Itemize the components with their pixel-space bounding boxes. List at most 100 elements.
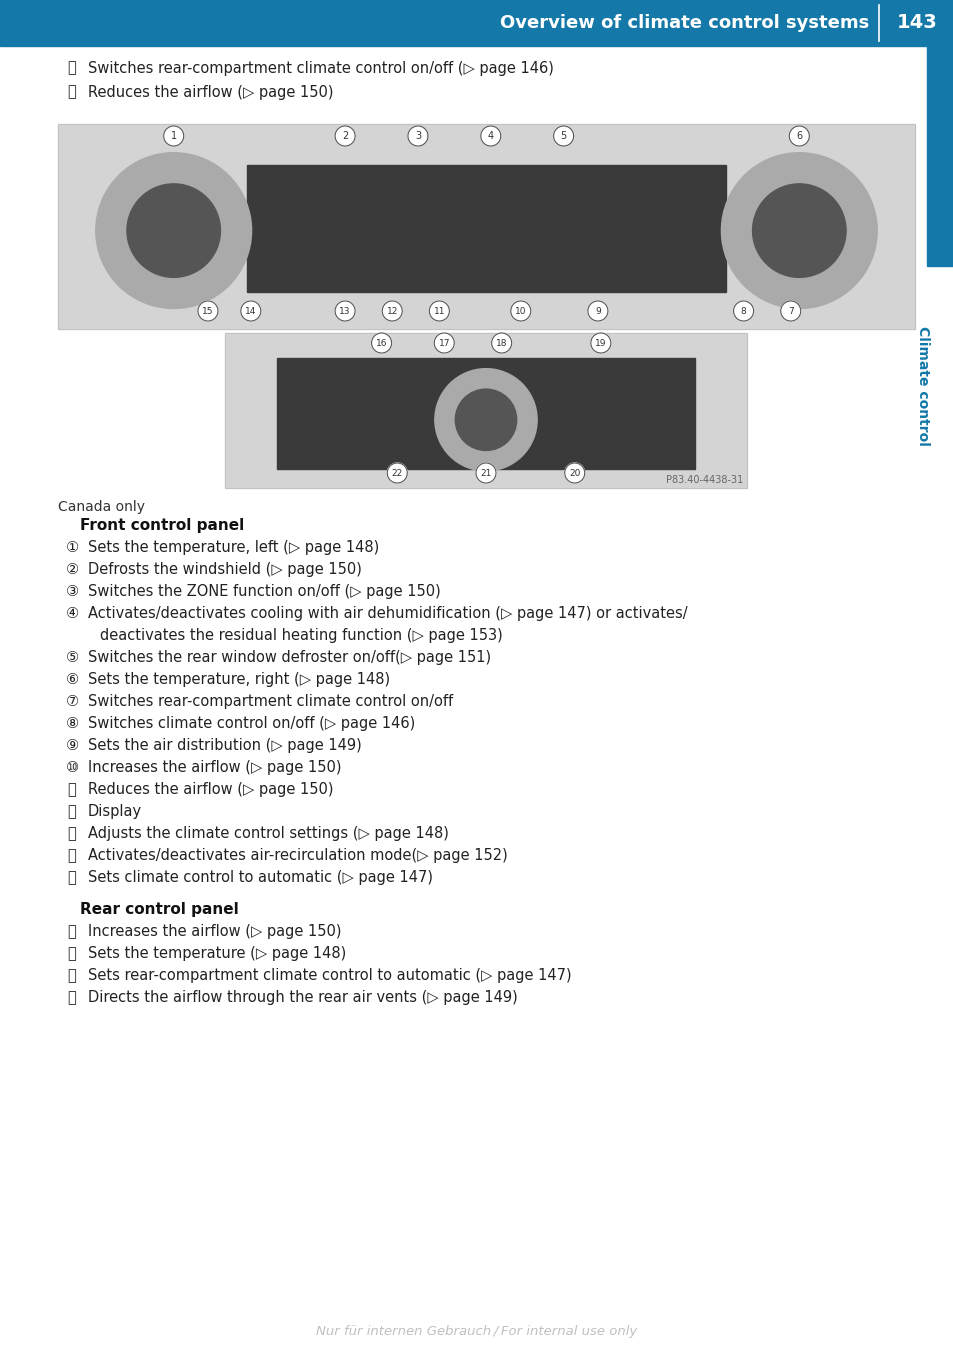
Text: 11: 11 xyxy=(434,306,445,315)
Text: Overview of climate control systems: Overview of climate control systems xyxy=(499,14,868,32)
Text: Increases the airflow (▷ page 150): Increases the airflow (▷ page 150) xyxy=(88,923,341,940)
Circle shape xyxy=(434,333,454,353)
Text: Sets rear-compartment climate control to automatic (▷ page 147): Sets rear-compartment climate control to… xyxy=(88,968,571,983)
Text: deactivates the residual heating function (▷ page 153): deactivates the residual heating functio… xyxy=(100,628,502,643)
Text: ⑲: ⑲ xyxy=(68,990,76,1005)
Text: 18: 18 xyxy=(496,338,507,348)
Text: Front control panel: Front control panel xyxy=(80,519,244,533)
Circle shape xyxy=(387,463,407,483)
Circle shape xyxy=(476,463,496,483)
Text: 4: 4 xyxy=(487,131,494,141)
Text: ⑭: ⑭ xyxy=(68,848,76,862)
Text: 2: 2 xyxy=(341,131,348,141)
Text: 20: 20 xyxy=(568,468,579,478)
Text: ⑤: ⑤ xyxy=(66,650,78,665)
Circle shape xyxy=(240,301,260,321)
Circle shape xyxy=(408,126,428,146)
Text: 8: 8 xyxy=(740,306,745,315)
Circle shape xyxy=(372,333,391,353)
Text: Nur für internen Gebrauch / For internal use only: Nur für internen Gebrauch / For internal… xyxy=(316,1326,637,1339)
Text: ⑧: ⑧ xyxy=(66,716,78,731)
Text: 6: 6 xyxy=(796,131,801,141)
Text: 143: 143 xyxy=(896,14,937,32)
Text: 14: 14 xyxy=(245,306,256,315)
Text: 19: 19 xyxy=(595,338,606,348)
Circle shape xyxy=(780,301,800,321)
Text: ⑥: ⑥ xyxy=(66,672,78,686)
Text: ⑬: ⑬ xyxy=(68,826,76,841)
Circle shape xyxy=(95,153,252,309)
Text: ⑱: ⑱ xyxy=(68,968,76,983)
Text: Switches climate control on/off (▷ page 146): Switches climate control on/off (▷ page … xyxy=(88,716,415,731)
Text: ⑪: ⑪ xyxy=(68,783,76,798)
Text: Switches the ZONE function on/off (▷ page 150): Switches the ZONE function on/off (▷ pag… xyxy=(88,584,440,598)
Text: Reduces the airflow (▷ page 150): Reduces the airflow (▷ page 150) xyxy=(88,84,334,99)
Circle shape xyxy=(733,301,753,321)
Text: 9: 9 xyxy=(595,306,600,315)
Text: Adjusts the climate control settings (▷ page 148): Adjusts the climate control settings (▷ … xyxy=(88,826,449,841)
Text: Directs the airflow through the rear air vents (▷ page 149): Directs the airflow through the rear air… xyxy=(88,990,517,1005)
Bar xyxy=(225,333,746,487)
Text: Switches rear-compartment climate control on/off: Switches rear-compartment climate contro… xyxy=(88,695,453,709)
Text: Switches the rear window defroster on/off(▷ page 151): Switches the rear window defroster on/of… xyxy=(88,650,491,665)
Text: 15: 15 xyxy=(202,306,213,315)
Text: ⑯: ⑯ xyxy=(68,923,76,940)
Bar xyxy=(58,125,914,329)
Text: ⑮: ⑮ xyxy=(68,871,76,886)
Text: Activates/deactivates cooling with air dehumidification (▷ page 147) or activate: Activates/deactivates cooling with air d… xyxy=(88,607,687,621)
Bar xyxy=(225,333,746,487)
Text: ⑫: ⑫ xyxy=(68,804,76,819)
Text: ④: ④ xyxy=(66,607,78,621)
Text: 12: 12 xyxy=(386,306,397,315)
Circle shape xyxy=(429,301,449,321)
Bar xyxy=(277,357,694,470)
Text: 7: 7 xyxy=(787,306,793,315)
Text: Sets the temperature (▷ page 148): Sets the temperature (▷ page 148) xyxy=(88,946,346,961)
Text: Sets the air distribution (▷ page 149): Sets the air distribution (▷ page 149) xyxy=(88,738,361,753)
Text: 5: 5 xyxy=(560,131,566,141)
Circle shape xyxy=(788,126,808,146)
Text: Climate control: Climate control xyxy=(915,326,929,445)
Text: Canada only: Canada only xyxy=(58,500,145,515)
Text: 3: 3 xyxy=(415,131,420,141)
Text: ⑨: ⑨ xyxy=(66,738,78,753)
Text: Defrosts the windshield (▷ page 150): Defrosts the windshield (▷ page 150) xyxy=(88,562,361,577)
Text: Sets climate control to automatic (▷ page 147): Sets climate control to automatic (▷ pag… xyxy=(88,871,433,886)
Circle shape xyxy=(198,301,217,321)
Text: ⑵: ⑵ xyxy=(68,61,76,76)
Text: ②: ② xyxy=(66,562,78,577)
Circle shape xyxy=(127,184,220,278)
Circle shape xyxy=(553,126,573,146)
Text: ⑰: ⑰ xyxy=(68,946,76,961)
Text: Sets the temperature, right (▷ page 148): Sets the temperature, right (▷ page 148) xyxy=(88,672,390,686)
Circle shape xyxy=(335,126,355,146)
Circle shape xyxy=(720,153,877,309)
Text: 1: 1 xyxy=(171,131,176,141)
Bar xyxy=(58,125,914,329)
Circle shape xyxy=(480,126,500,146)
Text: Reduces the airflow (▷ page 150): Reduces the airflow (▷ page 150) xyxy=(88,783,334,798)
Text: ⑦: ⑦ xyxy=(66,695,78,709)
Circle shape xyxy=(590,333,610,353)
Circle shape xyxy=(435,368,537,471)
Text: 21: 21 xyxy=(479,468,491,478)
Text: ⑩: ⑩ xyxy=(66,760,78,774)
Circle shape xyxy=(335,301,355,321)
Text: Sets the temperature, left (▷ page 148): Sets the temperature, left (▷ page 148) xyxy=(88,540,379,555)
Text: 10: 10 xyxy=(515,306,526,315)
Text: Switches rear-compartment climate control on/off (▷ page 146): Switches rear-compartment climate contro… xyxy=(88,61,554,76)
Circle shape xyxy=(491,333,511,353)
Text: Display: Display xyxy=(88,804,142,819)
Bar xyxy=(246,165,725,292)
Text: ③: ③ xyxy=(66,584,78,598)
Text: Activates/deactivates air-recirculation mode(▷ page 152): Activates/deactivates air-recirculation … xyxy=(88,848,507,862)
Text: ⑶: ⑶ xyxy=(68,84,76,99)
Text: 22: 22 xyxy=(392,468,402,478)
Text: P83.40-4438-31: P83.40-4438-31 xyxy=(665,475,742,485)
Text: Increases the airflow (▷ page 150): Increases the airflow (▷ page 150) xyxy=(88,760,341,774)
Bar xyxy=(926,46,953,265)
Circle shape xyxy=(455,389,517,451)
Text: ①: ① xyxy=(66,540,78,555)
Text: 13: 13 xyxy=(339,306,351,315)
Circle shape xyxy=(752,184,845,278)
